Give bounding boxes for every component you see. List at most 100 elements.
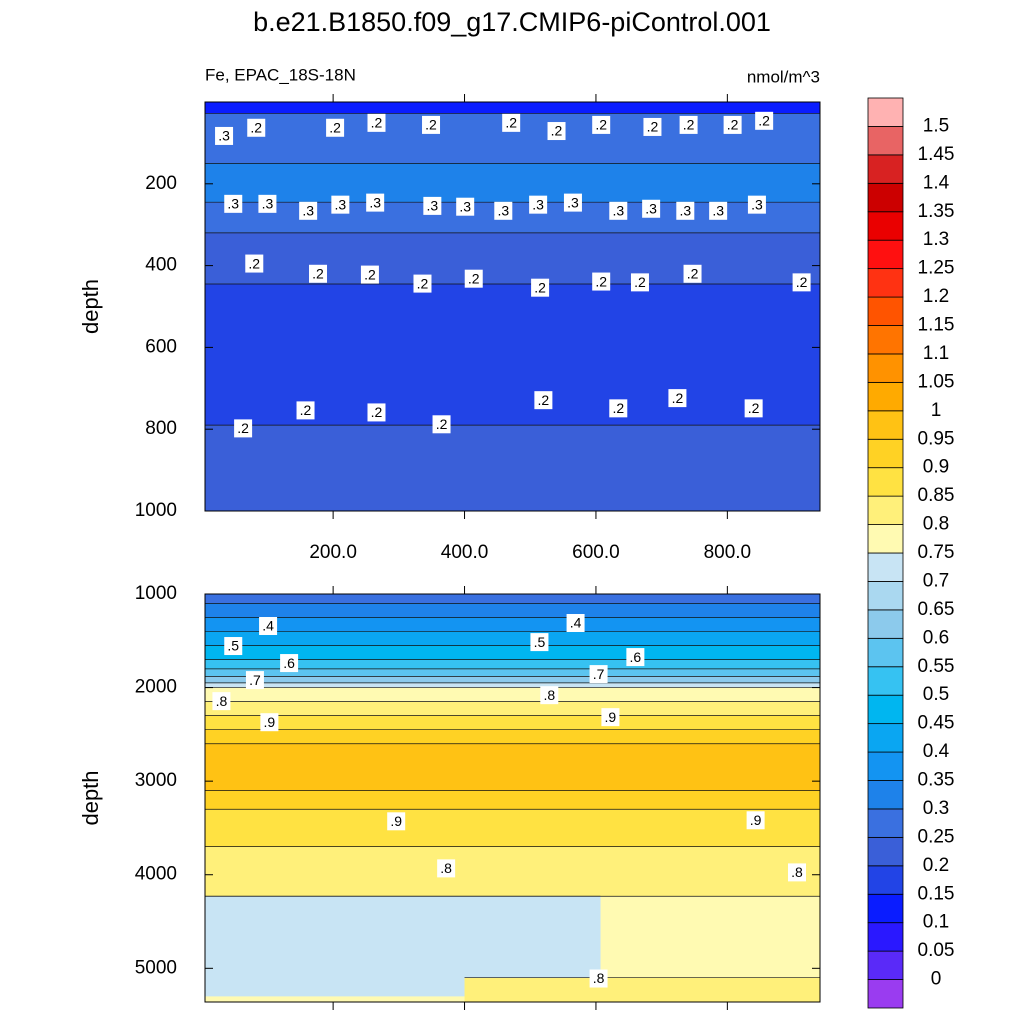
contour-label-box <box>755 111 774 130</box>
colorbar-label: 0.75 <box>918 542 955 563</box>
contour-label: .3 <box>645 200 657 216</box>
colorbar-label: 0.6 <box>923 627 949 648</box>
plot-frame <box>204 593 821 1003</box>
contour-label-box <box>245 254 264 273</box>
contour-band <box>205 594 820 604</box>
plot-area: .4 .5 .6 .7 .8 .9 .5 .4 .6 .7 .8 .9 .9 .9 .8 .8 .8 <box>205 594 820 1002</box>
subtitle-right: nmol/m^3 <box>747 67 820 86</box>
contour-label: .3 <box>532 196 544 212</box>
contour-label-box <box>643 117 662 136</box>
contour-label-box <box>709 201 728 220</box>
contour-label: .5 <box>534 634 546 650</box>
colorbar-box <box>867 893 904 924</box>
contour-label: .3 <box>751 196 763 212</box>
contour-label: .2 <box>364 266 376 282</box>
contour-label-box <box>366 193 385 212</box>
contour-label-box <box>413 274 432 293</box>
contour-label-box <box>247 118 266 137</box>
contour-label-box <box>683 264 702 283</box>
contour-label-box <box>464 269 483 288</box>
colorbar-label: 1 <box>931 400 942 421</box>
y-tick-label: 3000 <box>135 770 177 791</box>
colorbar-label: 0.85 <box>918 485 955 506</box>
contour-label: .8 <box>593 970 605 986</box>
contour-label-box <box>626 648 645 667</box>
contour-label-box <box>530 633 549 652</box>
y-tick-label: 1000 <box>135 500 177 521</box>
colorbar-label: 0.3 <box>923 798 949 819</box>
contour-label-box <box>589 969 608 988</box>
contour-band <box>205 687 820 702</box>
contour-label: .9 <box>264 714 276 730</box>
colorbar-label: 0.4 <box>923 741 950 762</box>
plot-area: .3 .2 .2 .2 .2 .2 .2 .2 .2 .2 .2 .2 .3 .3 .3 .3 .3 .3 .3 .3… <box>205 102 820 511</box>
contour-label-box <box>212 692 231 711</box>
colorbar-box <box>867 126 904 156</box>
contour-label-box <box>531 278 550 297</box>
contour-label-box <box>746 811 765 830</box>
colorbar-box <box>867 410 904 440</box>
contour-label: .3 <box>262 196 274 212</box>
contour-label: .2 <box>417 275 429 291</box>
colorbar-label: 1.35 <box>918 201 955 222</box>
contour-label: .3 <box>302 202 314 218</box>
contour-label: .2 <box>248 255 260 271</box>
colorbar-box <box>867 381 904 412</box>
colorbar-box <box>867 865 904 895</box>
contour-label: .3 <box>227 196 239 212</box>
contour-label: .2 <box>371 404 383 420</box>
colorbar-label: 0.1 <box>923 912 949 933</box>
contour-label-box <box>367 113 386 132</box>
contour-label-box <box>245 671 264 690</box>
y-tick-label: 400 <box>145 255 177 276</box>
contour-label: .2 <box>505 115 517 131</box>
contour-label: .2 <box>312 265 324 281</box>
contour-label: .2 <box>534 279 546 295</box>
y-axis-label: depth <box>78 279 103 334</box>
contour-label: .9 <box>750 812 762 828</box>
contour-label-box <box>668 389 687 408</box>
subtitle-left: Fe, EPAC_18S-18N <box>205 65 356 84</box>
y-tick-label: 1000 <box>135 583 177 604</box>
contour-band <box>205 729 820 744</box>
contour-label: .3 <box>612 202 624 218</box>
colorbar-box <box>867 808 904 838</box>
contour-band <box>205 425 820 511</box>
contour-label: .3 <box>459 198 471 214</box>
contour-label-box <box>601 708 620 727</box>
y-tick-label: 4000 <box>135 864 177 885</box>
colorbar-label: 0.7 <box>923 570 949 591</box>
contour-label: .3 <box>335 196 347 212</box>
contour-band <box>205 163 820 203</box>
contour-label: .4 <box>570 615 582 631</box>
contour-band <box>205 202 820 233</box>
colorbar-box <box>867 325 904 355</box>
contour-label: .2 <box>647 119 659 135</box>
contour-label-box <box>280 654 299 673</box>
colorbar-box <box>867 979 904 1009</box>
colorbar-label: 1.4 <box>923 172 950 193</box>
contour-label: .2 <box>250 119 262 135</box>
contour-band <box>205 809 820 847</box>
contour-label-box <box>723 115 742 134</box>
contour-label: .4 <box>262 618 274 634</box>
contour-label-box <box>309 264 328 283</box>
colorbar-box <box>867 694 904 725</box>
contour-label: .3 <box>712 202 724 218</box>
contour-label-box <box>566 614 585 633</box>
colorbar-box <box>867 182 904 213</box>
contour-label: .2 <box>237 420 249 436</box>
contour-label: .2 <box>468 270 480 286</box>
contour-label: .2 <box>425 117 437 133</box>
contour-label: .2 <box>758 113 770 129</box>
contour-label-box <box>609 399 628 418</box>
contour-band <box>205 645 820 660</box>
contour-label-box <box>592 272 611 291</box>
contour-label: .3 <box>679 202 691 218</box>
x-tick-label: 600.0 <box>572 542 620 563</box>
colorbar-label: 0.15 <box>918 883 955 904</box>
contour-label: .3 <box>567 194 579 210</box>
y-tick-label: 5000 <box>135 957 177 978</box>
colorbar-box <box>867 467 904 497</box>
contour-label-box <box>642 199 661 218</box>
